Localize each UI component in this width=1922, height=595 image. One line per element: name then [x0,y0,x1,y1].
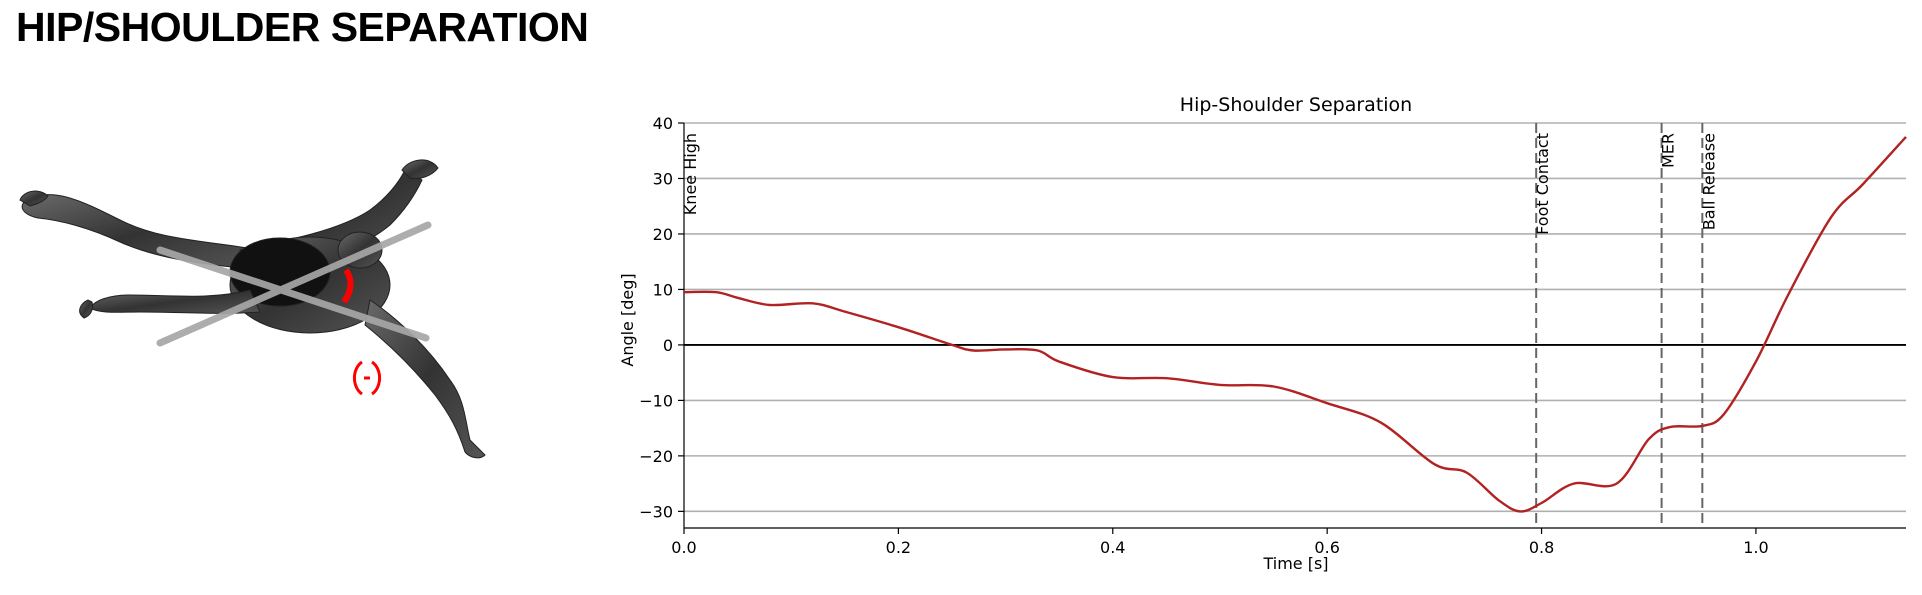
chart-svg: −30 −20 −10 0 10 20 30 40 0.0 0.2 0.4 0.6 0.8 1.0 Kne… [618,94,1907,573]
event-label: Foot Contact [1533,133,1552,235]
x-axis-label: Time [s] [1262,554,1328,573]
body-silhouette [19,159,486,459]
body-model-figure [10,130,510,460]
event-label: Knee High [681,133,700,215]
x-tick-label: 0.0 [671,538,696,557]
event-markers: Knee High Foot Contact MER Ball Release [681,123,1718,528]
page-title: HIP/SHOULDER SEPARATION [16,4,589,50]
event-label: MER [1659,133,1678,168]
y-tick-label: 20 [653,225,673,244]
x-tick-label: 0.4 [1100,538,1125,557]
separation-chart: −30 −20 −10 0 10 20 30 40 0.0 0.2 0.4 0.6 0.8 1.0 Kne… [600,80,1922,590]
y-tick-label: 40 [653,114,673,133]
y-axis-label: Angle [deg] [618,273,637,366]
y-tick-label: 30 [653,169,673,188]
x-tick-label: 0.8 [1529,538,1554,557]
axes: −30 −20 −10 0 10 20 30 40 0.0 0.2 0.4 0.6 0.8 1.0 [639,114,1906,557]
shoulder-line [156,221,432,347]
y-tick-label: 0 [663,336,673,355]
x-tick-label: 1.0 [1743,538,1768,557]
series-line [683,136,1907,513]
y-tick-label: −30 [639,502,673,521]
event-label: Ball Release [1699,133,1718,230]
chart-title: Hip-Shoulder Separation [1180,94,1412,116]
hip-line [156,246,430,342]
pitcher-body-model-image [19,159,486,459]
x-tick-label: 0.6 [1314,538,1339,557]
minus-sign-icon [352,360,382,396]
separation-lines [156,221,432,347]
y-tick-label: −20 [639,447,673,466]
y-tick-label: 10 [653,280,673,299]
y-tick-label: −10 [639,391,673,410]
series-lines [683,136,1907,513]
separation-arc [341,268,354,304]
x-tick-label: 0.2 [886,538,911,557]
